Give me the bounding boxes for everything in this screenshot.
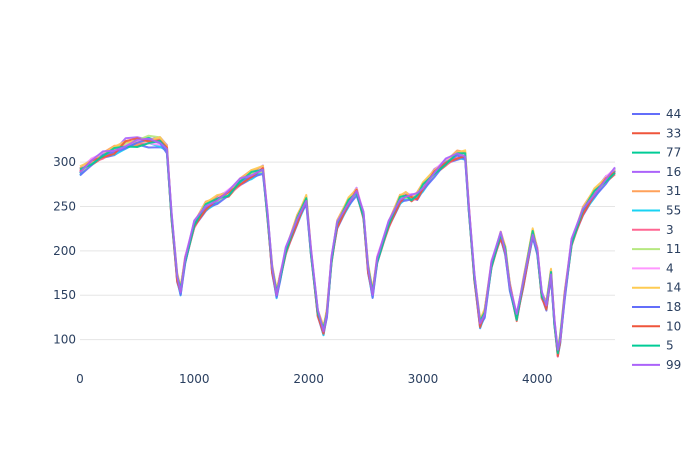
legend-label: 14 (666, 281, 681, 295)
y-tick-label: 200 (53, 244, 76, 258)
series-lines (79, 134, 616, 358)
legend-label: 5 (666, 339, 674, 353)
legend-label: 55 (666, 204, 681, 218)
legend-label: 31 (666, 184, 681, 198)
legend-item-31[interactable]: 31 (632, 184, 681, 198)
legend-item-77[interactable]: 77 (632, 146, 681, 160)
legend-label: 10 (666, 319, 681, 333)
gridlines (80, 161, 615, 341)
legend[interactable]: 44 33 77 16 31 55 3 11 4 14 18 10 5 99 (632, 107, 681, 372)
legend-label: 99 (666, 358, 681, 372)
legend-item-99[interactable]: 99 (632, 358, 681, 372)
legend-item-33[interactable]: 33 (632, 126, 681, 140)
y-tick-label: 150 (53, 288, 76, 302)
y-tick-label: 100 (53, 333, 76, 347)
legend-item-10[interactable]: 10 (632, 319, 681, 333)
x-tick-label: 1000 (179, 372, 210, 386)
legend-item-44[interactable]: 44 (632, 107, 681, 121)
series-line-99 (79, 137, 616, 351)
legend-item-55[interactable]: 55 (632, 204, 681, 218)
x-tick-label: 2000 (293, 372, 324, 386)
x-tick-label: 0 (76, 372, 84, 386)
legend-label: 44 (666, 107, 681, 121)
legend-label: 4 (666, 261, 674, 275)
legend-label: 11 (666, 242, 681, 256)
legend-label: 18 (666, 300, 681, 314)
x-tick-label: 4000 (522, 372, 553, 386)
legend-item-11[interactable]: 11 (632, 242, 681, 256)
legend-label: 16 (666, 165, 681, 179)
legend-label: 3 (666, 223, 674, 237)
legend-item-18[interactable]: 18 (632, 300, 681, 314)
series-line-18 (79, 138, 616, 354)
x-tick-label: 3000 (408, 372, 439, 386)
legend-item-3[interactable]: 3 (632, 223, 674, 237)
legend-label: 77 (666, 146, 681, 160)
legend-item-4[interactable]: 4 (632, 261, 674, 275)
axis-tick-labels: 0 1000 2000 3000 4000 100 150 200 250 300 (53, 155, 552, 386)
y-tick-label: 300 (53, 155, 76, 169)
legend-label: 33 (666, 126, 681, 140)
legend-item-5[interactable]: 5 (632, 339, 674, 353)
legend-item-14[interactable]: 14 (632, 281, 681, 295)
y-tick-label: 250 (53, 199, 76, 213)
legend-item-16[interactable]: 16 (632, 165, 681, 179)
